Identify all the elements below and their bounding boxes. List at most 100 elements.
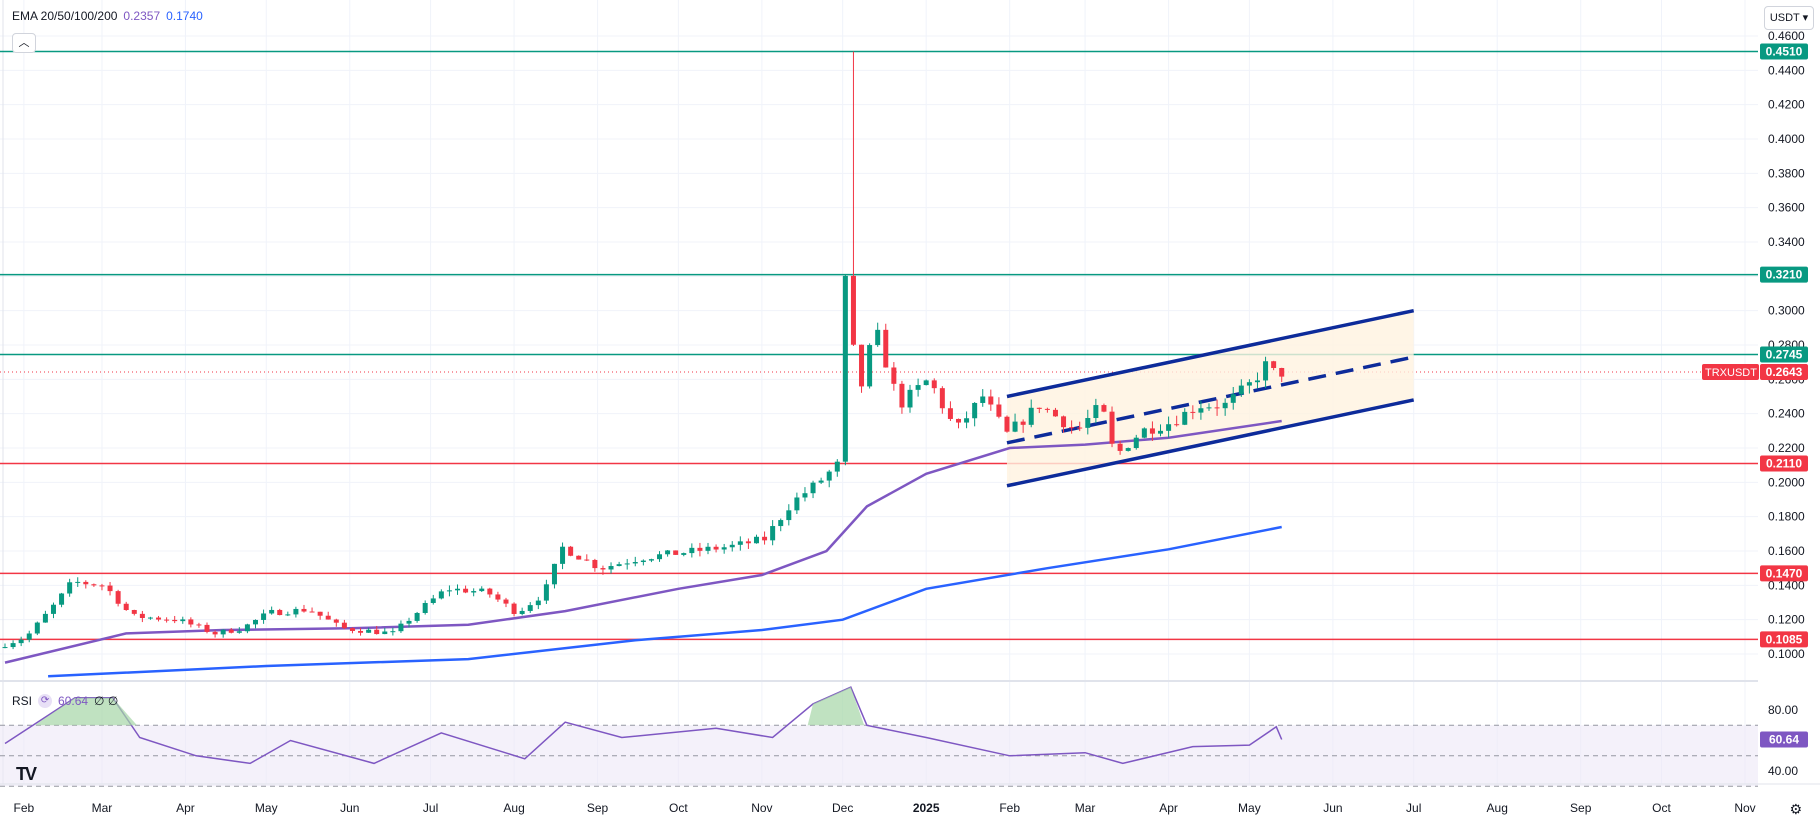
candle-body: [1254, 380, 1260, 383]
candle-body: [455, 588, 461, 591]
candle-body: [535, 600, 541, 606]
ema-lines: [4, 419, 1282, 678]
level-tag-bg: [1760, 631, 1808, 648]
candle-body: [1085, 418, 1091, 428]
candle-body: [786, 510, 792, 521]
candle-body: [1166, 424, 1172, 431]
time-tick-label: Apr: [1159, 801, 1178, 815]
candle-body: [826, 471, 832, 481]
candle-body: [172, 619, 178, 622]
candle-body: [503, 599, 509, 604]
time-tick-label: Dec: [832, 801, 853, 815]
candle-body: [164, 619, 170, 621]
candle-body: [1125, 448, 1131, 451]
candle-body: [123, 603, 129, 610]
symbol-tag: TRXUSDT: [1705, 367, 1757, 379]
candle-body: [802, 493, 808, 498]
current-price-tag-bg: [1760, 363, 1808, 380]
time-tick-label: Mar: [1075, 801, 1096, 815]
level-tag-label: 0.4510: [1766, 44, 1803, 58]
rsi-line: [4, 686, 1283, 765]
candle-body: [543, 584, 549, 601]
candle-body: [721, 547, 727, 550]
rsi-value: 60.64: [58, 694, 89, 708]
price-tick-label: 0.4200: [1768, 98, 1805, 112]
level-tag-bg: [1760, 565, 1808, 582]
candle-body: [1214, 407, 1220, 409]
candle-body: [972, 402, 978, 419]
candle-body: [1198, 408, 1204, 413]
candle-body: [527, 605, 533, 611]
candle-body: [446, 590, 452, 592]
candle-body: [923, 380, 929, 386]
candle-body: [382, 631, 388, 635]
candle-body: [899, 383, 905, 408]
candle-body: [592, 559, 598, 569]
level-tag-bg: [1760, 346, 1808, 363]
rsi-legend[interactable]: RSI ⟳ 60.64 ∅ ∅: [12, 694, 118, 708]
candle-body: [1271, 361, 1277, 368]
candle-body: [996, 404, 1002, 417]
candle-body: [1174, 424, 1180, 426]
candle-body: [204, 624, 210, 632]
rsi-band: [0, 725, 1758, 787]
gear-icon[interactable]: ⚙: [1789, 801, 1802, 817]
candle-body: [657, 554, 663, 560]
price-channel: [1006, 308, 1415, 488]
candle-body: [1004, 416, 1010, 432]
candle-body: [624, 563, 630, 565]
candle-body: [1158, 430, 1164, 434]
candle-body: [1069, 427, 1075, 429]
price-tick-label: 0.1800: [1768, 510, 1805, 524]
candle-body: [608, 566, 614, 570]
candle-body: [875, 329, 881, 346]
price-tick-label: 0.2000: [1768, 475, 1805, 489]
candle-body: [1133, 437, 1139, 449]
time-tick-label: Aug: [1487, 801, 1508, 815]
time-tick-label: Oct: [1652, 801, 1671, 815]
candle-body: [212, 631, 218, 635]
candle-body: [349, 628, 355, 631]
candle-body: [471, 591, 477, 593]
candle-body: [665, 550, 671, 555]
candle-body: [939, 388, 945, 409]
candle-body: [156, 617, 162, 620]
price-tick-label: 0.3000: [1768, 304, 1805, 318]
candle-body: [1077, 427, 1083, 429]
candle-body: [26, 633, 32, 640]
candle-body: [1141, 428, 1147, 438]
price-tick-label: 0.2200: [1768, 441, 1805, 455]
candle-body: [810, 482, 816, 494]
tradingview-logo[interactable]: TV: [16, 764, 37, 784]
level-tag-label: 0.1470: [1766, 566, 1803, 580]
price-levels: [0, 50, 1758, 641]
candle-body: [640, 560, 646, 563]
candle-body: [576, 555, 582, 560]
time-tick-label: May: [1238, 801, 1261, 815]
candle-body: [495, 594, 501, 600]
time-axis[interactable]: Feb Mar Apr May Jun Jul Aug Sep Oct Nov Dec 2025 Feb…: [0, 783, 1820, 815]
candle-body: [479, 588, 485, 592]
price-tick-label: 0.4600: [1768, 29, 1805, 43]
rsi-settings-icon[interactable]: ⟳: [38, 694, 53, 708]
time-tick-label: Nov: [1734, 801, 1755, 815]
price-tick-label: 0.4000: [1768, 132, 1805, 146]
candle-body: [285, 614, 291, 616]
rsi-current-tag-bg: [1760, 731, 1808, 748]
rsi-axis-label: 40.00: [1768, 764, 1798, 778]
candle-body: [1012, 421, 1018, 432]
candle-body: [1246, 382, 1252, 386]
candle-body: [2, 647, 8, 649]
candle-body: [107, 585, 113, 592]
chevron-up-icon[interactable]: ︿: [12, 33, 36, 53]
currency-selector[interactable]: USDT ▾: [1764, 6, 1814, 30]
currency-label: USDT: [1769, 12, 1800, 24]
candle-body: [91, 584, 97, 586]
candle-body: [309, 611, 315, 613]
channel-mid: [1006, 355, 1415, 445]
indicator-legend[interactable]: EMA 20/50/100/200 0.2357 0.1740: [12, 9, 203, 23]
time-tick-label: Feb: [999, 801, 1020, 815]
candle-body: [301, 608, 307, 612]
level-tag-bg: [1760, 43, 1808, 60]
